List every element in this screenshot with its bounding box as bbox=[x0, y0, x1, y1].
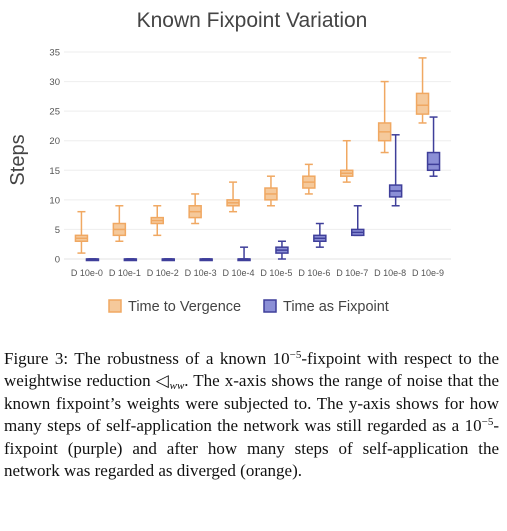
legend-label: Time as Fixpoint bbox=[283, 299, 389, 315]
series-time-to-vergence bbox=[74, 57, 430, 254]
caption-text-1: The robustness of a known 10 bbox=[68, 349, 290, 368]
box-iqr bbox=[426, 151, 441, 172]
box-8 bbox=[377, 80, 392, 154]
box-3 bbox=[188, 193, 202, 225]
y-tick-label: 30 bbox=[49, 77, 60, 88]
box-plot-chart: Known Fixpoint Variation Steps 0 5 10 15 20 2… bbox=[7, 9, 451, 315]
box-1 bbox=[123, 258, 138, 262]
y-tick-label: 15 bbox=[49, 166, 60, 177]
box-5 bbox=[275, 240, 289, 260]
legend-label: Time to Vergence bbox=[128, 299, 241, 315]
grid-lines bbox=[64, 51, 451, 260]
box-5 bbox=[264, 175, 278, 207]
chart-svg: Known Fixpoint Variation Steps 0 5 10 15 20 2… bbox=[7, 9, 451, 315]
legend-swatch bbox=[108, 299, 122, 313]
x-tick-label: D 10e-6 bbox=[298, 268, 330, 278]
chart-title: Known Fixpoint Variation bbox=[137, 9, 368, 32]
box-6 bbox=[313, 222, 327, 248]
box-3 bbox=[199, 258, 213, 262]
y-tick-label: 5 bbox=[55, 225, 60, 236]
legend-item: Time to Vergence bbox=[108, 299, 241, 315]
y-tick-label: 25 bbox=[49, 107, 60, 118]
box-9 bbox=[426, 116, 441, 177]
x-tick-label: D 10e-2 bbox=[147, 268, 179, 278]
caption-subscript: ww bbox=[169, 380, 185, 393]
y-tick-label: 35 bbox=[49, 48, 60, 59]
caption-text-4: -fixpoint (purple) and after how many st… bbox=[4, 416, 499, 481]
x-tick-label: D 10e-5 bbox=[260, 268, 292, 278]
box-8 bbox=[388, 134, 403, 207]
x-tick-label: D 10e-0 bbox=[71, 268, 103, 278]
box-7 bbox=[351, 205, 365, 237]
legend-swatch bbox=[263, 299, 277, 313]
box-iqr bbox=[415, 92, 430, 115]
series-time-as-fixpoint bbox=[85, 116, 441, 262]
box-1 bbox=[112, 205, 127, 243]
box-series bbox=[74, 57, 441, 262]
caption-exponent-2: −5 bbox=[481, 416, 494, 429]
box-6 bbox=[302, 163, 316, 195]
caption-exponent-1: −5 bbox=[289, 349, 302, 361]
caption-label: Figure 3: bbox=[4, 349, 69, 368]
legend: Time to Vergence Time as Fixpoint bbox=[108, 299, 389, 315]
x-tick-label: D 10e-7 bbox=[336, 268, 368, 278]
figure-caption: Figure 3: The robustness of a known 10−5… bbox=[4, 348, 499, 482]
box-2 bbox=[150, 205, 164, 237]
legend-item: Time as Fixpoint bbox=[263, 299, 389, 315]
y-tick-label: 0 bbox=[55, 255, 60, 266]
x-tick-label: D 10e-1 bbox=[109, 268, 141, 278]
box-7 bbox=[340, 139, 354, 183]
x-tick-label: D 10e-3 bbox=[185, 268, 217, 278]
box-9 bbox=[415, 57, 430, 124]
box-0 bbox=[74, 210, 89, 254]
box-4 bbox=[237, 246, 251, 262]
box-0 bbox=[85, 258, 100, 262]
y-tick-labels: 0 5 10 15 20 25 30 35 bbox=[49, 48, 60, 266]
y-tick-label: 20 bbox=[49, 136, 60, 147]
caption-text-2: -fixpoint with respect to the weightwise… bbox=[4, 349, 499, 391]
y-tick-label: 10 bbox=[49, 195, 60, 206]
box-2 bbox=[161, 258, 175, 262]
x-tick-label: D 10e-9 bbox=[412, 268, 444, 278]
caption-text-3: . The x-axis shows the range of noise th… bbox=[4, 371, 499, 436]
x-tick-label: D 10e-4 bbox=[223, 268, 255, 278]
box-4 bbox=[226, 181, 240, 213]
y-axis-label: Steps bbox=[7, 134, 29, 185]
x-tick-label: D 10e-8 bbox=[374, 268, 406, 278]
x-tick-labels: D 10e-0 D 10e-1 D 10e-2 D 10e-3 D 10e-4 D 10e… bbox=[71, 268, 444, 278]
